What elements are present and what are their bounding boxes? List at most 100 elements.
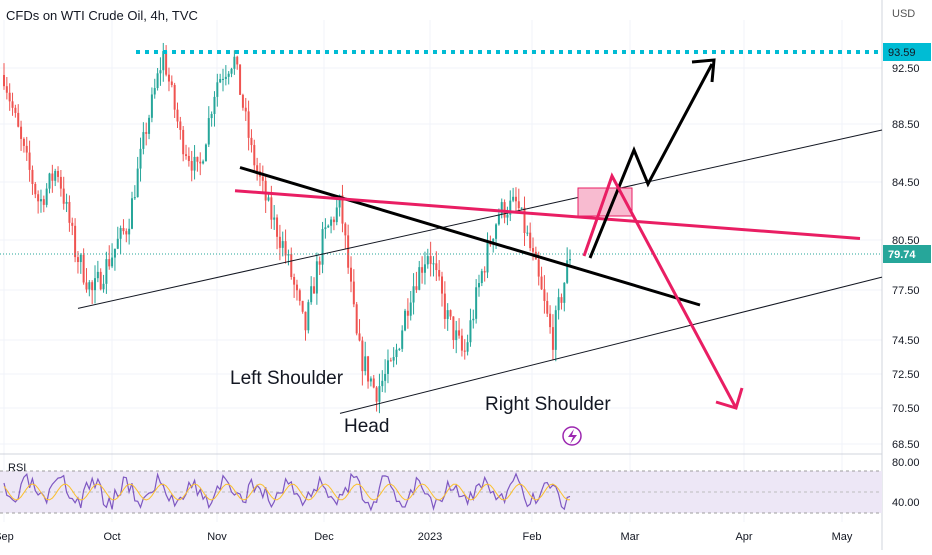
candle-body	[170, 81, 173, 85]
candle-body	[389, 360, 392, 362]
rsi-signal-line	[3, 483, 570, 501]
candle-body	[546, 300, 549, 314]
x-axis: Sep Oct Nov Dec 2023 Feb Mar Apr May	[0, 531, 853, 543]
candle-body	[449, 310, 452, 317]
x-tick-label: Dec	[314, 531, 334, 543]
candle-body	[438, 270, 441, 277]
candle-body	[133, 197, 136, 199]
y-tick-label: 72.50	[892, 369, 920, 381]
candle-body	[304, 311, 307, 331]
candle-body	[415, 286, 418, 290]
candle-body	[310, 286, 313, 303]
candle-body	[560, 297, 563, 303]
candle-body	[34, 183, 37, 195]
annotation-label: Right Shoulder	[485, 394, 611, 415]
candle-body	[247, 111, 250, 138]
candle-body	[216, 82, 219, 97]
grid	[0, 0, 883, 550]
candle-body	[54, 170, 57, 181]
candle-body	[185, 154, 188, 156]
candle-body	[85, 282, 88, 290]
candle-body	[244, 107, 247, 112]
candle-body	[290, 254, 293, 277]
candle-body	[102, 283, 105, 290]
candle-body	[119, 228, 122, 239]
candle-body	[128, 228, 131, 235]
resistance-price-box	[883, 43, 931, 61]
candle-body	[318, 261, 321, 265]
candle-body	[563, 282, 566, 303]
candle-body	[213, 96, 216, 114]
candle-body	[364, 356, 367, 372]
candle-body	[460, 335, 463, 351]
candle-body	[28, 152, 31, 170]
candle-body	[372, 378, 375, 388]
candle-body	[122, 228, 125, 232]
candle-body	[14, 107, 17, 113]
candle-body	[421, 267, 424, 273]
candle-body	[284, 241, 287, 256]
candle-body	[5, 86, 8, 93]
x-tick-label: Feb	[523, 531, 542, 543]
bullish-path	[588, 63, 714, 259]
candle-body	[378, 386, 381, 402]
candle-body	[406, 310, 409, 316]
candle-body	[349, 267, 352, 282]
candle-body	[332, 219, 335, 223]
candle-body	[8, 92, 11, 102]
y-tick-label: 70.50	[892, 403, 920, 415]
candle-body	[458, 330, 461, 336]
candle-body	[3, 75, 5, 87]
x-tick-label: Nov	[207, 531, 227, 543]
candle-body	[512, 196, 515, 201]
y-tick-label: 84.50	[892, 177, 920, 189]
candle-body	[142, 132, 145, 149]
candle-body	[130, 198, 133, 229]
candle-body	[79, 254, 82, 263]
candle-body	[483, 271, 486, 273]
candle-body	[250, 137, 253, 146]
candle-body	[167, 74, 170, 82]
rsi-tick-label: 40.00	[892, 497, 920, 509]
channel-lower-line	[339, 276, 883, 414]
candle-body	[210, 113, 213, 119]
candle-body	[91, 282, 94, 291]
candle-body	[395, 349, 398, 358]
candle-body	[540, 276, 543, 290]
y-tick-label: 80.50	[892, 235, 920, 247]
y-tick-label: 92.50	[892, 63, 920, 75]
candle-body	[335, 207, 338, 223]
candle-body	[278, 236, 281, 248]
x-tick-label: Mar	[621, 531, 640, 543]
candle-body	[276, 217, 279, 237]
candle-body	[51, 173, 54, 181]
candle-body	[253, 145, 256, 166]
red-trendline	[234, 189, 861, 241]
candle-body	[59, 176, 62, 189]
candle-body	[355, 304, 358, 334]
candle-body	[264, 180, 267, 201]
candle-body	[477, 283, 480, 288]
candle-body	[514, 196, 517, 202]
candle-body	[398, 348, 401, 350]
candle-body	[176, 109, 179, 122]
candle-body	[31, 169, 34, 184]
candle-body	[426, 256, 429, 265]
candle-body	[62, 188, 65, 204]
candle-body	[549, 313, 552, 328]
candle-body	[509, 200, 512, 215]
candle-body	[108, 259, 111, 267]
candle-body	[361, 340, 364, 372]
x-tick-label: Apr	[735, 531, 752, 543]
candle-body	[429, 256, 432, 264]
candle-body	[45, 188, 48, 205]
x-tick-label: Sep	[0, 531, 14, 543]
candle-body	[25, 145, 28, 153]
candle-body	[267, 197, 270, 201]
candle-body	[65, 201, 68, 204]
candle-body	[418, 267, 421, 290]
candle-body	[22, 138, 25, 146]
candle-body	[256, 165, 259, 172]
